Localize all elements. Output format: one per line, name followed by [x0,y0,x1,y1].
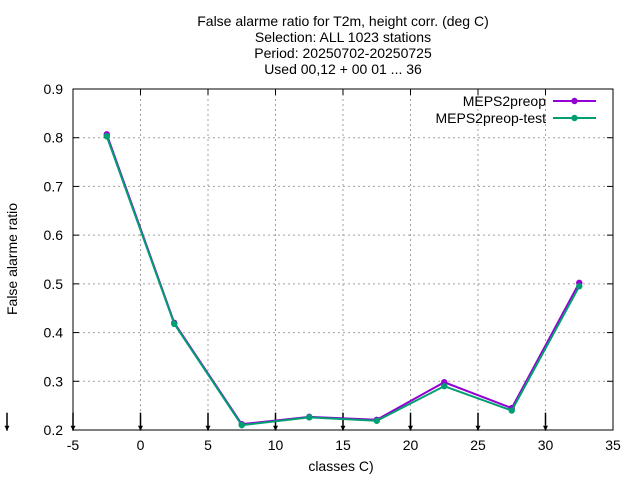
y-tick-label: 0.8 [44,130,64,146]
sample-marker [70,412,76,431]
legend-label: MEPS2preop [463,93,546,109]
y-tick-label: 0.5 [44,276,64,292]
legend-entry-2: MEPS2preop-test [436,110,596,126]
data-point [441,382,448,390]
data-point [238,421,245,429]
sample-markers [4,412,548,431]
x-axis-ticks: -5 0 5 10 15 20 25 30 35 [67,89,621,453]
title-line-4: Used 00,12 + 00 01 ... 36 [264,61,422,77]
x-tick-label: 20 [403,437,419,453]
y-tick-label: 0.6 [44,227,64,243]
y-axis-ticks: 0.2 0.3 0.4 0.5 0.6 0.7 0.8 0.9 [44,81,613,438]
data-point [171,320,178,328]
series-2 [103,133,583,429]
x-tick-label: -5 [67,437,80,453]
y-tick-label: 0.2 [44,422,64,438]
sample-marker [340,412,346,431]
x-tick-label: 35 [605,437,621,453]
legend-entry-1: MEPS2preop [463,93,596,109]
legend-swatch-point [571,97,578,105]
chart-title: False alarme ratio for T2m, height corr.… [197,13,489,77]
x-axis-label: classes C) [308,458,373,474]
title-line-2: Selection: ALL 1023 stations [255,29,431,45]
data-point [373,417,380,424]
data-point [508,407,515,414]
sample-marker [138,412,143,431]
y-tick-label: 0.4 [44,325,64,341]
legend-label: MEPS2preop-test [436,110,547,126]
x-tick-label: 0 [137,437,145,453]
data-point [576,283,583,290]
title-line-1: False alarme ratio for T2m, height corr.… [197,13,489,29]
sample-marker [543,412,548,431]
sample-marker [408,412,413,431]
x-tick-label: 25 [470,437,486,453]
series-layer [103,131,583,429]
data-point [103,133,110,140]
grid [73,89,613,430]
series-line [105,135,581,427]
y-tick-label: 0.7 [44,178,64,194]
y-tick-label: 0.3 [44,373,64,389]
y-tick-label: 0.9 [44,81,64,97]
x-tick-label: 5 [204,437,212,453]
sample-marker [475,412,481,431]
x-tick-label: 15 [335,437,351,453]
legend-swatch-point [571,114,578,122]
sample-marker [205,412,211,431]
title-line-3: Period: 20250702-20250725 [254,45,432,61]
sample-marker [4,412,10,431]
x-tick-label: 30 [538,437,554,453]
x-tick-label: 10 [268,437,284,453]
y-axis-label: False alarme ratio [4,203,20,315]
data-point [306,414,313,421]
